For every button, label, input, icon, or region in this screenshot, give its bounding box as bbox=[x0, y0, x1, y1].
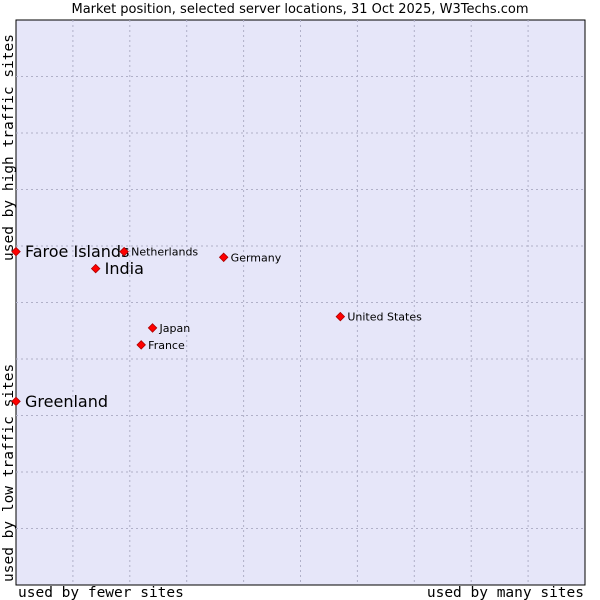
chart-title: Market position, selected server locatio… bbox=[71, 2, 529, 17]
data-point-label: Netherlands bbox=[131, 246, 198, 259]
data-point-marker bbox=[11, 246, 21, 257]
y-axis-label-bottom: used by low traffic sites bbox=[1, 364, 17, 582]
data-point-marker bbox=[218, 252, 229, 263]
data-point: Faroe Islands bbox=[11, 242, 129, 261]
data-point-marker bbox=[136, 340, 146, 350]
data-point-label: India bbox=[105, 259, 144, 278]
data-point: Greenland bbox=[11, 392, 108, 411]
y-axis-label-top: used by high traffic sites bbox=[1, 34, 17, 261]
data-point-label: Faroe Islands bbox=[25, 242, 129, 261]
data-point: Japan bbox=[147, 322, 191, 335]
data-point-marker bbox=[335, 311, 346, 322]
data-point-marker bbox=[90, 263, 101, 274]
data-point-label: France bbox=[148, 339, 185, 352]
data-point: Germany bbox=[218, 251, 282, 264]
data-point: France bbox=[136, 339, 185, 352]
x-axis-label-right: used by many sites bbox=[427, 585, 584, 600]
data-point-label: Greenland bbox=[25, 392, 108, 411]
grid-lines bbox=[16, 20, 585, 585]
data-point: United States bbox=[335, 311, 422, 324]
data-point-marker bbox=[147, 323, 158, 333]
data-point-label: Germany bbox=[231, 251, 282, 264]
data-point-label: Japan bbox=[159, 322, 191, 335]
data-point-marker bbox=[11, 396, 21, 407]
data-point: Netherlands bbox=[119, 246, 198, 259]
data-point-label: United States bbox=[347, 311, 422, 324]
data-point: India bbox=[90, 259, 144, 278]
x-axis-label-left: used by fewer sites bbox=[18, 585, 184, 600]
data-point-marker bbox=[119, 246, 129, 257]
